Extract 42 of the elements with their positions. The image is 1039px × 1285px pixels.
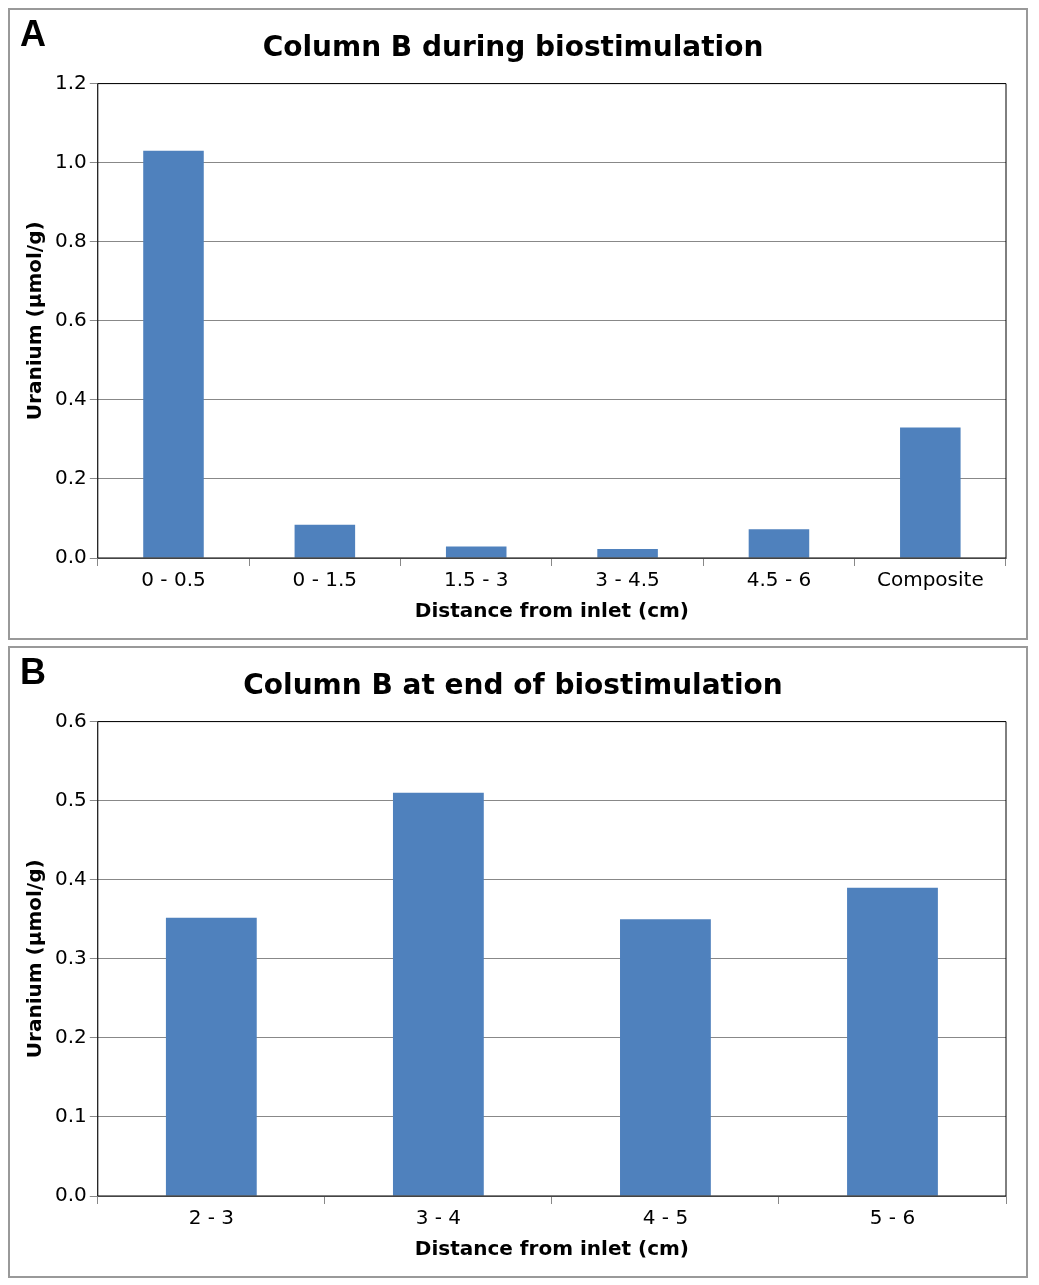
chart-title: Column B during biostimulation: [262, 30, 764, 64]
y-tick-label: 0.2: [54, 1024, 87, 1049]
x-tick-label: 2 - 3: [188, 1205, 235, 1230]
bar: [445, 546, 507, 558]
x-tick-label: 1.5 - 3: [443, 567, 509, 592]
bar: [620, 919, 711, 1196]
text: A: [20, 12, 46, 54]
y-tick-label: 0.3: [54, 945, 87, 969]
x-tick-label: 4.5 - 6: [746, 567, 812, 592]
y-tick-label: 0.4: [54, 386, 87, 411]
y-tick-label: 0.8: [54, 227, 87, 252]
x-tick-label: 4 - 5: [642, 1205, 689, 1230]
bar: [748, 529, 810, 558]
y-tick-label: 0.0: [54, 1182, 87, 1207]
y-axis-title: Uranium (µmol/g): [22, 221, 47, 421]
chart-title: Column B at end of biostimulation: [243, 668, 783, 702]
y-tick-label: 1.2: [54, 69, 87, 94]
x-tick-label: 0 - 1.5: [292, 567, 358, 592]
bar: [900, 427, 961, 558]
y-axis-title: Uranium (µmol/g): [22, 859, 47, 1059]
y-tick-label: 0.5: [54, 786, 87, 811]
bar: [847, 887, 938, 1196]
y-tick-label: 0.1: [54, 1103, 87, 1128]
x-tick-label: 5 - 6: [869, 1205, 916, 1230]
bar: [294, 524, 356, 558]
x-tick-label: Composite: [876, 567, 984, 592]
bar: [392, 792, 484, 1196]
y-tick-label: 0.4: [54, 865, 87, 890]
bar: [165, 917, 257, 1196]
y-tick-label: 0.6: [54, 707, 87, 732]
y-tick-label: 1.0: [54, 148, 87, 173]
x-tick-label: 3 - 4: [415, 1205, 462, 1230]
y-tick-label: 0.0: [54, 544, 87, 569]
bar: [597, 548, 658, 558]
x-axis-title: Distance from inlet (cm): [414, 598, 689, 623]
x-axis-title: Distance from inlet (cm): [414, 1236, 689, 1261]
y-tick-label: 0.6: [54, 307, 87, 331]
y-tick-label: 0.2: [54, 465, 87, 490]
bar: [143, 150, 204, 558]
x-tick-label: 3 - 4.5: [595, 567, 660, 592]
text: B: [20, 650, 46, 692]
x-tick-label: 0 - 0.5: [141, 567, 206, 592]
